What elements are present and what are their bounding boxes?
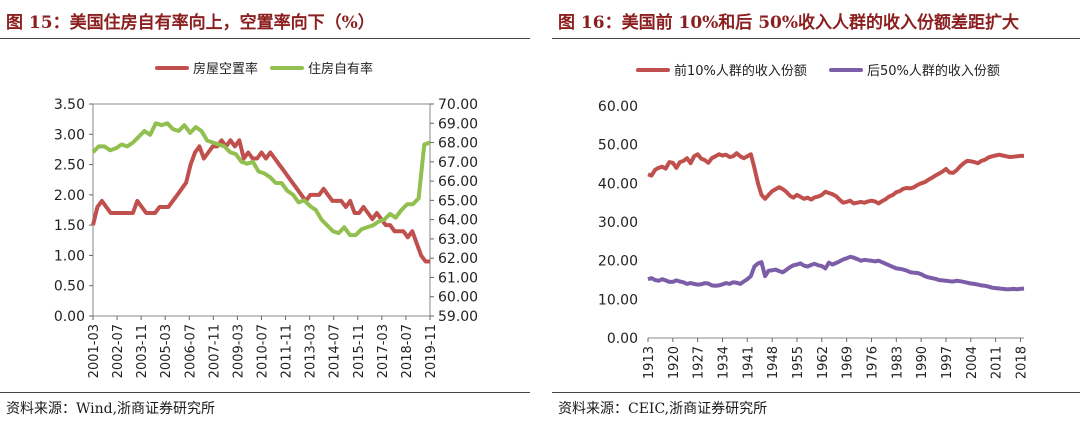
x-tick-label: 1969 (841, 346, 856, 379)
figure-15-chart: 0.00 0.50 1.00 1.50 2.00 2.50 3.00 3.50 59.00 60.… (54, 61, 478, 378)
legend-label-0: 前10%人群的收入份额 (674, 63, 807, 79)
x-tick-label: 1941 (741, 346, 756, 379)
y-tick-label: 40.00 (598, 176, 638, 192)
x-tick-label: 2002-07 (111, 324, 126, 378)
y-left-tick-label: 0.00 (54, 309, 85, 325)
y-tick-label: 0.00 (607, 331, 638, 347)
figure-15-panel: 图 15：美国住房自有率向上，空置率向下（%） 0.00 0.50 1.00 1.50… (0, 0, 530, 424)
x-tick-label: 2011-11 (280, 324, 295, 378)
x-tick-label: 2019-11 (424, 324, 439, 378)
y-right-tick-label: 60.00 (438, 290, 478, 306)
figure-16-top-rule (552, 38, 1080, 39)
x-tick-label: 2014-07 (328, 324, 343, 378)
x-tick-label: 2005-03 (159, 324, 174, 378)
x-tick-label: 2009-03 (231, 324, 246, 378)
figure-15-source: 资料来源：Wind,浙商证券研究所 (6, 401, 216, 417)
y-right-tick-label: 63.00 (438, 232, 478, 248)
figure-16-title: 图 16：美国前 10%和后 50%收入人群的收入份额差距扩大 (558, 13, 1020, 33)
legend-label-1: 住房自有率 (308, 61, 373, 77)
x-tick-label: 1920 (667, 346, 682, 379)
y-right-tick-label: 69.00 (438, 116, 478, 132)
x-tick-label: 2003-11 (135, 324, 150, 378)
x-tick-label: 1913 (642, 346, 657, 379)
series-line-top-10 (647, 151, 1024, 206)
figure-16-bottom-rule (552, 392, 1080, 393)
figure-16-chart: 0.00 10.00 20.00 30.00 40.00 50.00 60.00 1913 19… (598, 63, 1030, 379)
y-right-tick-label: 68.00 (438, 136, 478, 152)
y-tick-label: 30.00 (598, 215, 638, 231)
x-tick-label: 2011 (990, 346, 1005, 379)
y-right-tick-label: 61.00 (438, 270, 478, 286)
y-left-tick-label: 3.00 (54, 127, 85, 143)
x-tick-label: 1934 (716, 346, 731, 379)
series-line-ownership-rate (91, 121, 431, 238)
legend-label-1: 后50%人群的收入份额 (867, 63, 1000, 79)
x-tick-label: 2010-07 (256, 324, 271, 378)
y-right-tick-label: 66.00 (438, 174, 478, 190)
series-line-bottom-50 (647, 254, 1025, 292)
series-line-vacancy-rate (91, 138, 430, 264)
y-right-tick-label: 62.00 (438, 251, 478, 267)
y-left-tick-label: 3.50 (54, 97, 85, 113)
x-tick-label: 1983 (890, 346, 905, 379)
x-tick-label: 2013-03 (304, 324, 319, 378)
figure-15-bottom-rule (0, 392, 530, 393)
figure-16-source: 资料来源：CEIC,浙商证券研究所 (558, 401, 768, 417)
y-tick-label: 10.00 (598, 292, 638, 308)
x-tick-label: 1948 (766, 346, 781, 379)
y-tick-label: 20.00 (598, 254, 638, 270)
figure-15-top-rule (0, 38, 530, 39)
y-right-tick-label: 67.00 (438, 155, 478, 171)
y-right-tick-label: 65.00 (438, 193, 478, 209)
x-tick-label: 2001-03 (87, 324, 102, 378)
y-right-tick-label: 59.00 (438, 309, 478, 325)
y-left-tick-label: 1.50 (54, 218, 85, 234)
y-left-tick-label: 2.50 (54, 158, 85, 174)
y-tick-label: 50.00 (598, 138, 638, 154)
x-tick-label: 2015-11 (352, 324, 367, 378)
x-tick-label: 2017-03 (376, 324, 391, 378)
x-tick-label: 2018 (1014, 346, 1029, 379)
y-right-tick-label: 64.00 (438, 213, 478, 229)
x-tick-label: 1976 (865, 346, 880, 379)
y-left-tick-label: 0.50 (54, 279, 85, 295)
figure-15-title: 图 15：美国住房自有率向上，空置率向下（%） (6, 13, 375, 33)
legend-label-0: 房屋空置率 (193, 61, 258, 77)
x-tick-label: 2004 (965, 346, 980, 379)
x-tick-label: 2006-07 (183, 324, 198, 378)
x-tick-label: 1990 (915, 346, 930, 379)
x-tick-label: 1927 (692, 346, 707, 379)
x-tick-label: 1962 (816, 346, 831, 379)
x-tick-label: 1997 (940, 346, 955, 379)
figure-16-panel: 图 16：美国前 10%和后 50%收入人群的收入份额差距扩大 0.00 10.0… (552, 0, 1080, 424)
y-tick-label: 60.00 (598, 99, 638, 115)
x-tick-label: 2007-11 (207, 324, 222, 378)
x-tick-label: 2018-07 (400, 324, 415, 378)
y-right-tick-label: 70.00 (438, 97, 478, 113)
x-tick-label: 1955 (791, 346, 806, 379)
y-left-tick-label: 1.00 (54, 248, 85, 264)
y-left-tick-label: 2.00 (54, 188, 85, 204)
